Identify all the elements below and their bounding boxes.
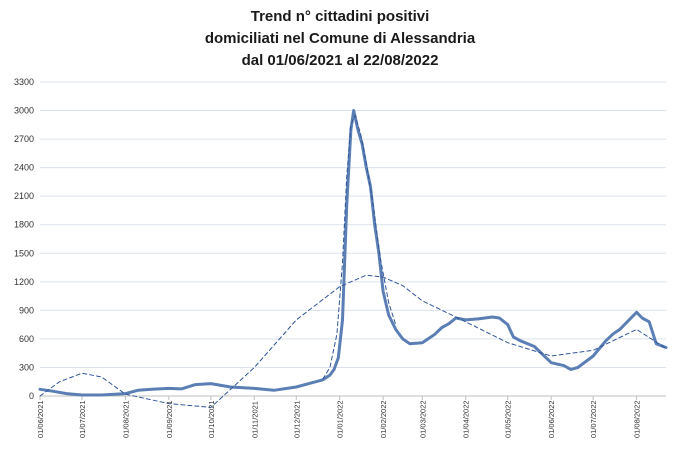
y-tick-label-900: 900 bbox=[19, 305, 34, 315]
x-tick-label-1: 01/07/2021 bbox=[78, 400, 87, 438]
x-tick-label-12: 01/06/2022 bbox=[547, 400, 556, 438]
gridlines bbox=[40, 81, 666, 368]
x-tick-label-14: 01/08/2022 bbox=[633, 400, 642, 438]
y-tick-label-2100: 2100 bbox=[14, 191, 34, 201]
chart-title-line-2: domiciliati nel Comune di Alessandria bbox=[204, 30, 476, 47]
chart-title-line-3: dal 01/06/2021 al 22/08/2022 bbox=[241, 52, 439, 69]
x-tick-label-10: 01/04/2022 bbox=[462, 400, 471, 438]
y-tick-label-3000: 3000 bbox=[14, 106, 34, 116]
x-tick-label-0: 01/06/2021 bbox=[36, 400, 45, 438]
y-tick-label-1200: 1200 bbox=[14, 277, 34, 287]
chart-title: Trend n° cittadini positivi domiciliati … bbox=[0, 6, 680, 72]
y-tick-label-300: 300 bbox=[19, 362, 34, 372]
x-tick-label-7: 01/01/2022 bbox=[336, 400, 345, 438]
trendline-1 bbox=[39, 274, 667, 408]
y-tick-label-2700: 2700 bbox=[14, 134, 34, 144]
x-tick-label-4: 01/10/2021 bbox=[207, 400, 216, 438]
x-tick-label-6: 01/12/2021 bbox=[292, 400, 301, 438]
x-tick-label-8: 01/02/2022 bbox=[379, 400, 388, 438]
x-tick-label-3: 01/09/2021 bbox=[165, 400, 174, 438]
y-tick-label-600: 600 bbox=[19, 334, 34, 344]
axes bbox=[39, 395, 666, 400]
x-tick-label-5: 01/11/2021 bbox=[250, 401, 259, 438]
y-tick-label-0: 0 bbox=[29, 391, 34, 401]
series-line-0 bbox=[38, 109, 668, 397]
y-tick-label-3300: 3300 bbox=[14, 77, 34, 87]
y-axis-ticks: 0 300 600 900 1200 1500 1800 2100 2400 2700 3000 33… bbox=[14, 77, 34, 401]
x-tick-label-2: 01/08/2021 bbox=[121, 400, 130, 438]
trendline-2 bbox=[322, 114, 397, 380]
x-tick-label-11: 01/05/2022 bbox=[504, 400, 513, 438]
series-layer bbox=[38, 109, 668, 408]
chart-title-line-1: Trend n° cittadini positivi bbox=[250, 8, 430, 25]
x-axis-ticks: 01/06/2021 01/07/2021 01/08/2021 01/09/2021… bbox=[36, 400, 642, 438]
y-tick-label-1800: 1800 bbox=[14, 220, 34, 230]
x-tick-label-9: 01/03/2022 bbox=[418, 400, 427, 438]
y-tick-label-1500: 1500 bbox=[14, 248, 34, 258]
y-tick-label-2400: 2400 bbox=[14, 163, 34, 173]
x-tick-label-13: 01/07/2022 bbox=[589, 400, 598, 438]
